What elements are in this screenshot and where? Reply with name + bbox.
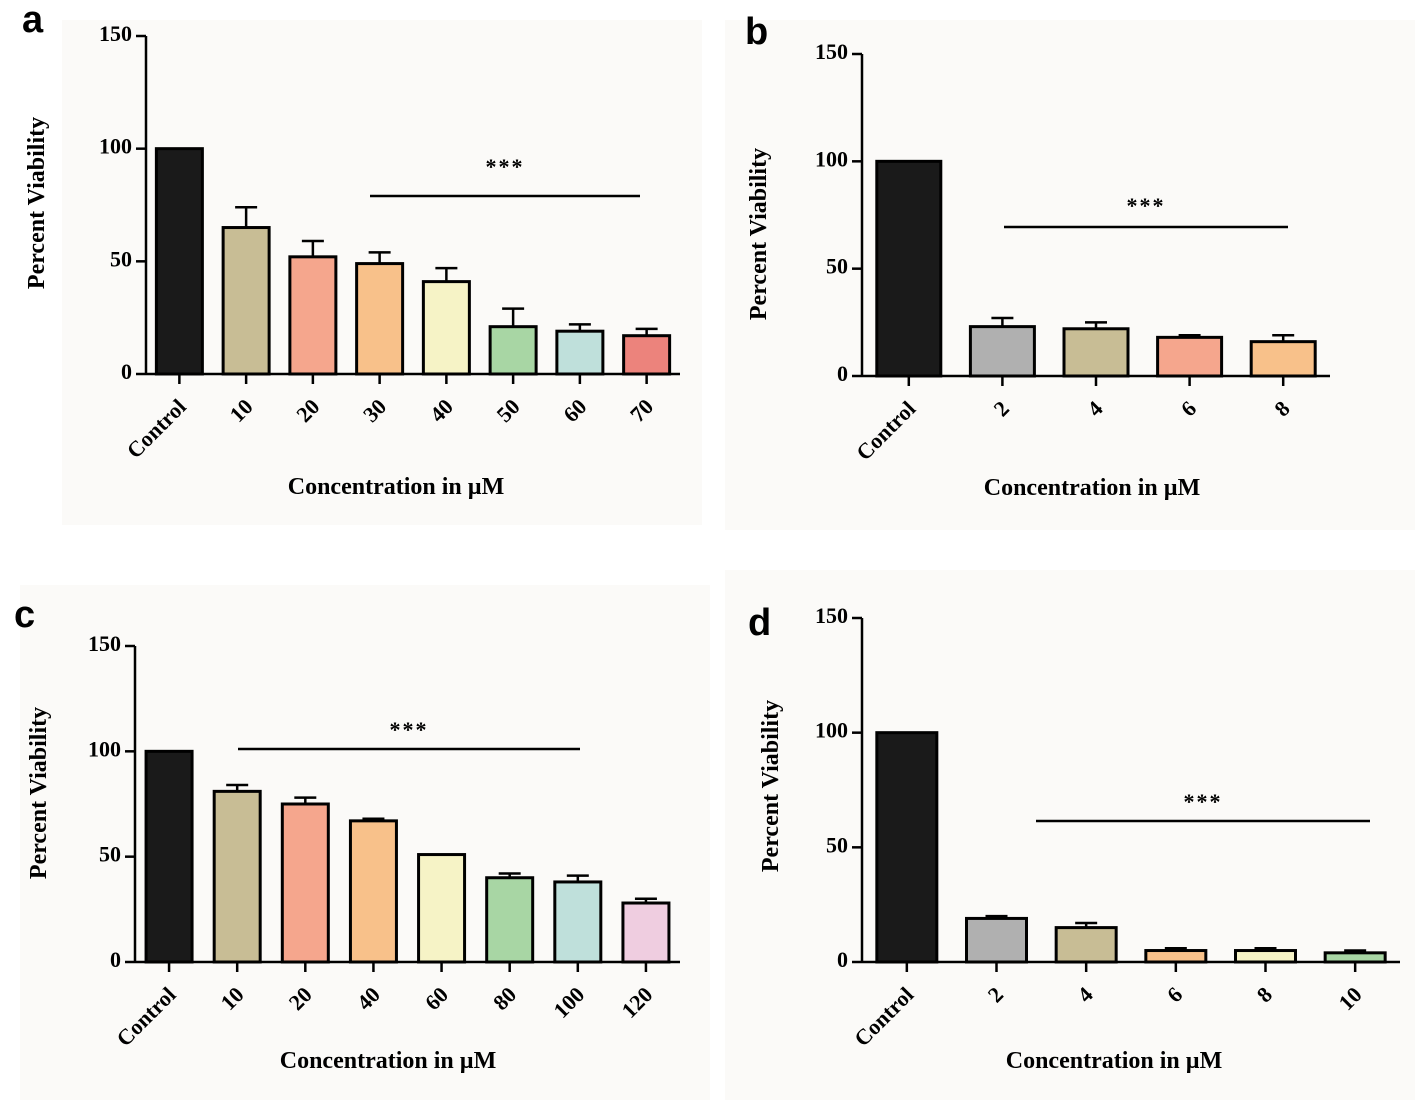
bar-80 <box>485 876 535 964</box>
bar-6 <box>1156 335 1224 378</box>
bar-30 <box>355 262 405 376</box>
bar-20 <box>280 802 330 964</box>
bar-control <box>875 731 939 964</box>
bar-40 <box>348 819 398 964</box>
y-tick-label: 50 <box>826 832 848 857</box>
bar-2 <box>968 325 1036 378</box>
bar-control <box>875 159 943 378</box>
panel-letter: d <box>748 602 771 644</box>
panel-background <box>725 20 1415 530</box>
panel-letter: a <box>22 0 44 41</box>
bar-20 <box>288 255 338 376</box>
y-tick-label: 50 <box>826 254 848 279</box>
bar-control <box>154 147 204 376</box>
y-axis-title: Percent Viability <box>26 707 52 879</box>
y-tick-label: 150 <box>815 39 848 64</box>
bar-60 <box>417 853 467 964</box>
y-tick-label: 0 <box>110 947 121 972</box>
y-tick-label: 0 <box>837 361 848 386</box>
bar-100 <box>553 880 603 964</box>
significance-label: *** <box>1127 193 1166 218</box>
y-axis-title: Percent Viability <box>746 148 772 320</box>
bar-120 <box>621 901 671 964</box>
panel-letter: b <box>745 11 768 53</box>
bar-control <box>144 749 194 964</box>
y-tick-label: 150 <box>88 631 121 656</box>
significance-label: *** <box>1184 789 1223 814</box>
significance-label: *** <box>486 154 525 179</box>
y-tick-label: 100 <box>88 736 121 761</box>
bar-8 <box>1249 340 1317 378</box>
bar-6 <box>1144 949 1208 964</box>
bar-40 <box>421 280 471 376</box>
y-tick-label: 0 <box>837 947 848 972</box>
y-tick-label: 150 <box>815 603 848 628</box>
y-tick-label: 50 <box>99 842 121 867</box>
x-axis-title: Concentration in µM <box>984 475 1200 501</box>
y-tick-label: 0 <box>121 359 132 384</box>
bar-2 <box>965 916 1028 964</box>
y-tick-label: 100 <box>99 134 132 159</box>
y-axis-title: Percent Viability <box>758 700 784 872</box>
panel-letter: c <box>14 594 35 636</box>
bar-10 <box>212 789 262 964</box>
y-axis-title: Percent Viability <box>24 117 50 289</box>
y-tick-label: 50 <box>110 246 132 271</box>
bar-10 <box>221 226 271 376</box>
bar-4 <box>1054 926 1118 964</box>
x-axis-title: Concentration in µM <box>1006 1048 1222 1074</box>
x-axis-title: Concentration in µM <box>280 1048 496 1074</box>
bar-8 <box>1234 949 1297 964</box>
y-tick-label: 150 <box>99 21 132 46</box>
x-axis-title: Concentration in µM <box>288 474 504 500</box>
bar-50 <box>488 325 538 376</box>
bar-70 <box>622 334 672 376</box>
bar-4 <box>1062 327 1130 378</box>
significance-label: *** <box>390 717 429 742</box>
panel-background <box>725 570 1415 1100</box>
bar-10 <box>1323 951 1387 964</box>
y-tick-label: 100 <box>815 146 848 171</box>
bar-60 <box>555 329 605 376</box>
y-tick-label: 100 <box>815 718 848 743</box>
